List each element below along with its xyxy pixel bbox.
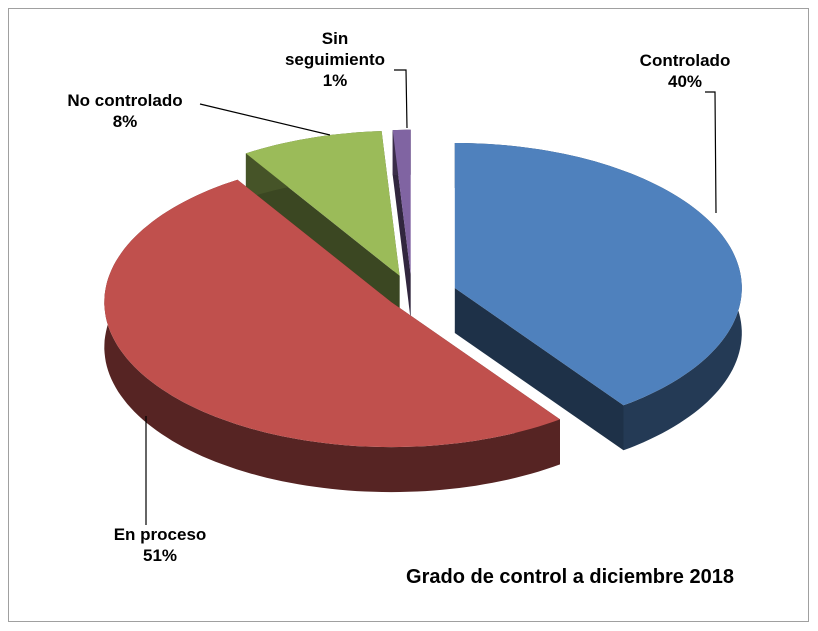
data-label: Controlado 40%	[600, 50, 770, 92]
leader-line	[705, 91, 717, 214]
slice-wall	[104, 179, 561, 493]
leader-line	[199, 103, 331, 136]
value-label: 51%	[142, 546, 178, 565]
slices	[104, 129, 742, 493]
slice-side-face	[392, 130, 411, 320]
slice	[104, 179, 561, 448]
category-label: En proceso	[113, 525, 207, 544]
slice-side-face	[454, 288, 624, 451]
leader-lines	[145, 69, 717, 525]
data-label: Sin seguimiento 1%	[250, 28, 420, 91]
slice	[245, 131, 400, 276]
category-label: Sin seguimiento	[284, 29, 386, 69]
category-label: Controlado	[639, 51, 731, 70]
value-label: 8%	[112, 112, 138, 131]
value-label: 40%	[667, 72, 703, 91]
category-label: No controlado	[67, 91, 183, 110]
slice	[454, 143, 742, 406]
slice	[392, 129, 411, 275]
value-label: 1%	[322, 71, 348, 90]
data-label: No controlado 8%	[30, 90, 220, 132]
chart-title: Grado de control a diciembre 2018	[406, 566, 734, 588]
leader-line	[394, 69, 408, 129]
data-label: En proceso 51%	[60, 524, 260, 566]
